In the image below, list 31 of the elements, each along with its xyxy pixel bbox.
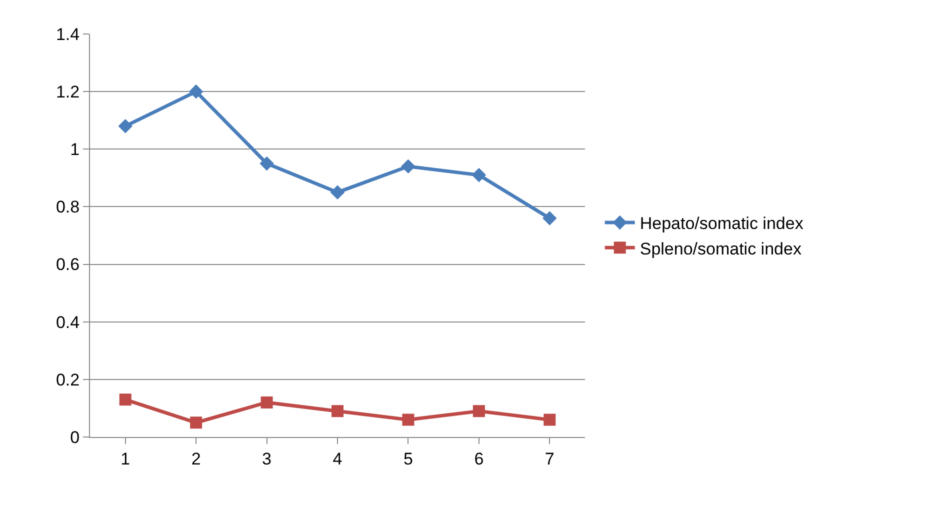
- point: [332, 405, 344, 418]
- point: [188, 84, 204, 99]
- y-tick-label: 0.4: [56, 312, 80, 332]
- y-tick-label: 1.4: [56, 24, 80, 44]
- point: [260, 156, 274, 171]
- point: [330, 185, 345, 200]
- point: [118, 118, 133, 134]
- point: [119, 394, 132, 406]
- point: [472, 405, 485, 418]
- point: [190, 416, 202, 429]
- y-tick-label: 1.2: [56, 82, 80, 102]
- x-tick-label: 6: [474, 449, 484, 468]
- y-tick-label: 1: [70, 140, 80, 160]
- legend-label: Hepato/somatic index: [640, 214, 804, 234]
- point: [402, 414, 414, 426]
- x-tick-label: 7: [544, 449, 554, 468]
- point: [401, 159, 416, 174]
- point: [542, 211, 557, 226]
- x-tick-label: 1: [120, 449, 130, 468]
- legend-label: Spleno/somatic index: [640, 239, 802, 258]
- y-tick-label: 0.2: [56, 370, 80, 390]
- x-tick-label: 2: [191, 449, 201, 468]
- x-tick-label: 4: [332, 449, 342, 468]
- point: [260, 396, 273, 408]
- x-tick-label: 3: [262, 449, 272, 468]
- point: [544, 414, 556, 426]
- y-tick-label: 0.8: [56, 198, 80, 217]
- y-tick-label: 0: [70, 428, 80, 447]
- y-tick-label: 0.6: [56, 255, 80, 274]
- x-tick-label: 5: [403, 449, 413, 468]
- point: [472, 168, 486, 182]
